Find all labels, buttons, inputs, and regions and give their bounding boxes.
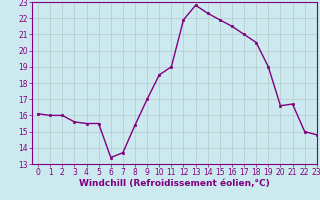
X-axis label: Windchill (Refroidissement éolien,°C): Windchill (Refroidissement éolien,°C) (79, 179, 270, 188)
